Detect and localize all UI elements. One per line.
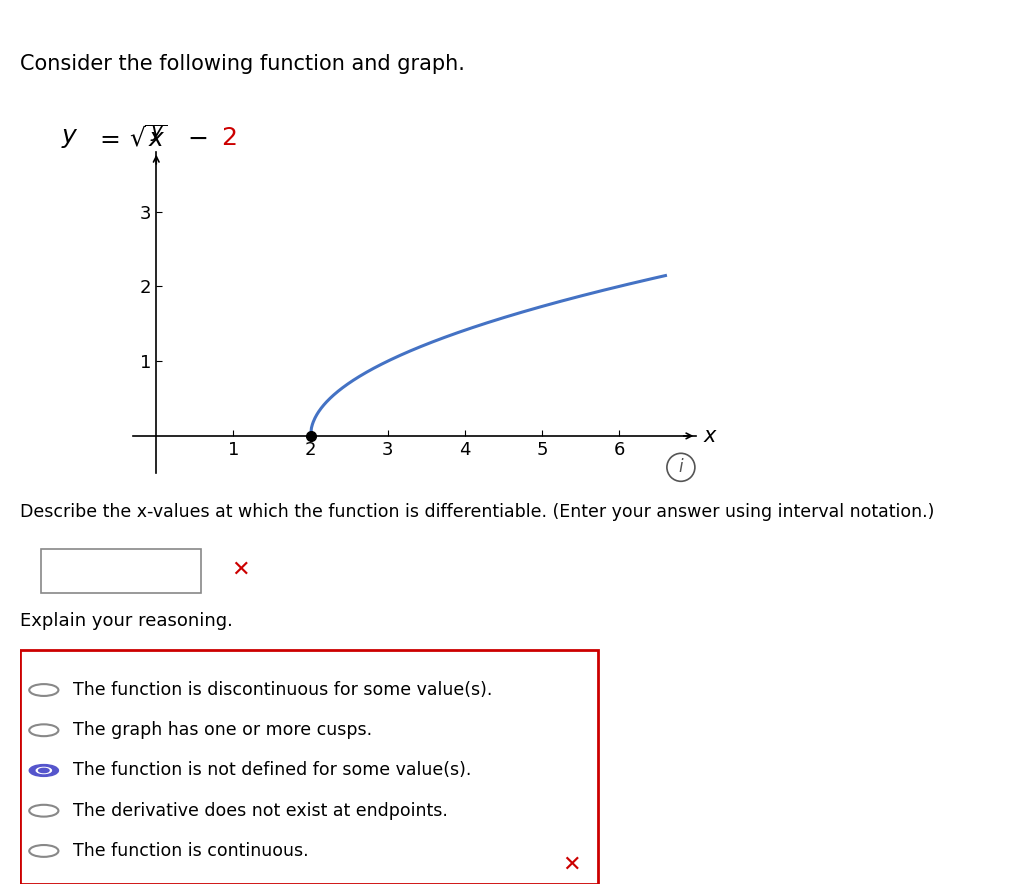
Circle shape	[30, 764, 58, 776]
FancyBboxPatch shape	[41, 549, 201, 593]
Circle shape	[36, 767, 51, 773]
Text: Describe the x-values at which the function is differentiable. (Enter your answe: Describe the x-values at which the funct…	[20, 503, 935, 521]
Text: $=$: $=$	[95, 127, 121, 150]
Text: $y$: $y$	[61, 127, 79, 150]
FancyBboxPatch shape	[20, 650, 598, 884]
Circle shape	[39, 768, 49, 772]
Text: $2$: $2$	[221, 127, 237, 150]
Text: $\it{i}$: $\it{i}$	[678, 458, 684, 476]
Text: The graph has one or more cusps.: The graph has one or more cusps.	[73, 722, 372, 739]
Text: The derivative does not exist at endpoints.: The derivative does not exist at endpoin…	[73, 802, 447, 820]
Text: Consider the following function and graph.: Consider the following function and grap…	[20, 54, 465, 73]
Text: x: x	[705, 426, 717, 446]
Text: ✕: ✕	[562, 855, 581, 874]
Text: The function is not defined for some value(s).: The function is not defined for some val…	[73, 762, 471, 780]
Text: The function is discontinuous for some value(s).: The function is discontinuous for some v…	[73, 681, 493, 699]
Text: The function is continuous.: The function is continuous.	[73, 842, 308, 860]
Text: ✕: ✕	[231, 559, 250, 580]
Text: Explain your reasoning.: Explain your reasoning.	[20, 612, 233, 630]
Text: y: y	[151, 121, 163, 140]
Text: $\sqrt{x}$: $\sqrt{x}$	[129, 125, 168, 152]
Text: $-$: $-$	[187, 127, 208, 150]
